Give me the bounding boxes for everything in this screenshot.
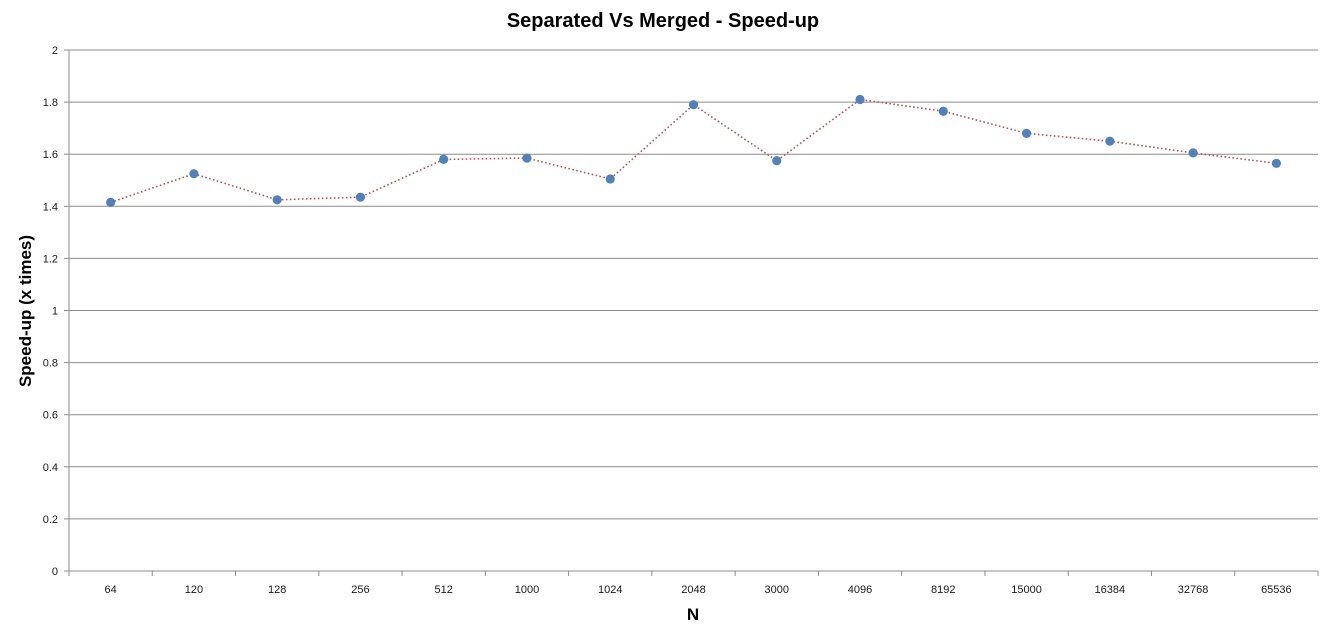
data-point-65536 [1271,158,1281,168]
data-point-32768 [1188,148,1198,158]
x-tick-label: 2048 [681,584,705,596]
data-point-16384 [1105,136,1115,146]
data-point-64 [106,197,116,207]
x-tick-label: 512 [435,584,453,596]
data-points [106,94,1281,207]
y-tick-label: 0.4 [43,462,58,474]
y-axis-title: Speed-up (x times) [16,235,35,387]
x-tick-labels: 64 120 128 256 512 1000 1024 2048 3000 4096 8192 15… [105,584,1292,596]
x-tick-label: 1024 [598,584,622,596]
x-tick-label: 32768 [1178,584,1209,596]
y-tick-label: 1.2 [43,253,58,265]
series-line [110,98,1277,204]
y-tick-labels: 0 0.2 0.4 0.6 0.8 1 1.2 1.4 1.6 1.8 2 [43,45,58,578]
x-tick-label: 65536 [1261,584,1292,596]
data-point-120 [189,169,199,179]
x-tick-label: 16384 [1095,584,1126,596]
chart-title: Separated Vs Merged - Speed-up [507,10,819,32]
x-tick-label: 128 [268,584,286,596]
x-tick-label: 1000 [515,584,539,596]
x-tick-label: 256 [351,584,369,596]
data-point-512 [439,154,449,165]
y-tick-label: 1.4 [43,201,58,213]
axes [64,49,1319,576]
y-tick-label: 0.8 [43,358,58,370]
x-tick-label: 3000 [765,584,789,596]
data-point-128 [272,195,282,205]
y-tick-label: 0 [52,566,58,578]
data-point-8192 [938,106,948,116]
data-point-4096 [855,94,865,105]
x-tick-label: 64 [105,584,117,596]
x-tick-label: 4096 [848,584,872,596]
y-tick-label: 1.8 [43,97,58,109]
x-tick-label: 15000 [1011,584,1042,596]
data-point-1000 [522,153,532,163]
x-tick-label: 8192 [931,584,955,596]
gridlines [69,49,1318,572]
y-tick-label: 1.6 [43,149,58,161]
y-tick-label: 2 [52,45,58,57]
data-point-256 [355,192,366,202]
data-point-1024 [605,174,615,184]
y-tick-label: 0.2 [43,514,58,526]
data-point-15000 [1021,128,1032,138]
x-tick-label: 120 [185,584,203,596]
y-tick-label: 1 [52,306,58,318]
x-axis-title: N [687,605,699,624]
data-point-2048 [688,100,699,110]
y-tick-label: 0.6 [43,410,58,422]
series-line-layer [110,98,1277,204]
data-point-3000 [772,156,782,166]
